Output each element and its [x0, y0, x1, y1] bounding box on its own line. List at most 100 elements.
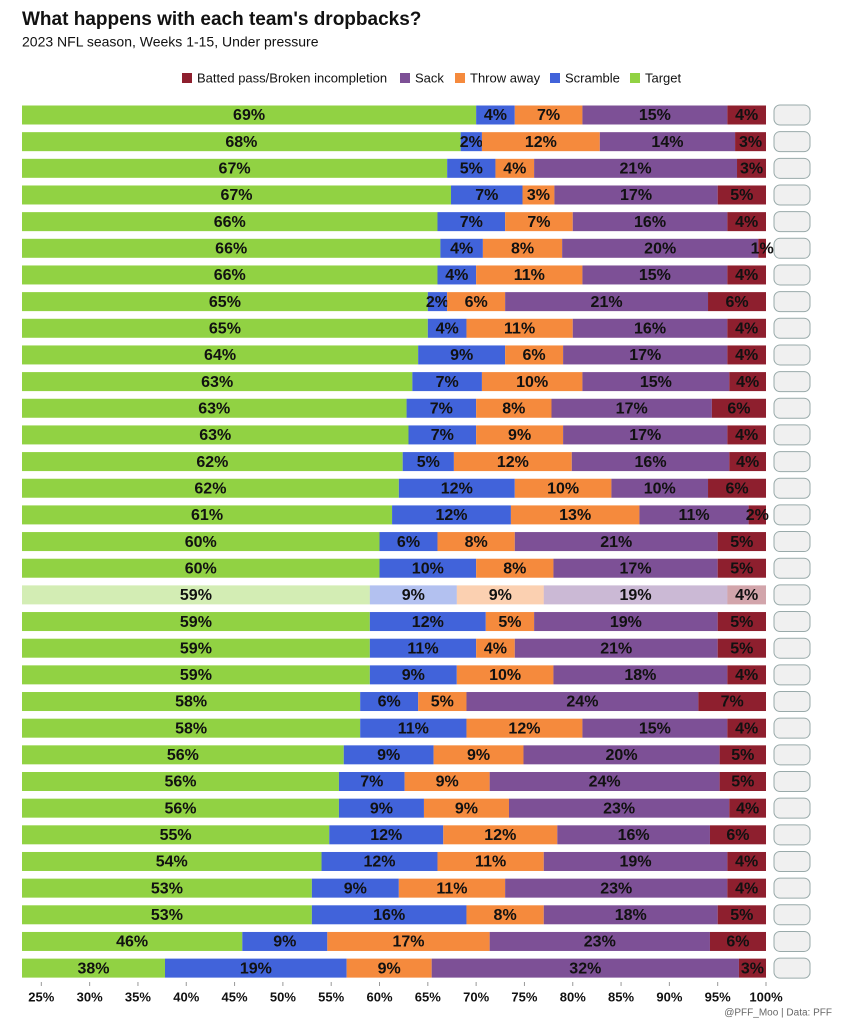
bar-segment	[22, 105, 477, 125]
data-label: 15%	[639, 107, 671, 124]
data-label: 4%	[484, 107, 507, 124]
bar-segment	[437, 851, 544, 871]
bar-segment	[437, 532, 515, 552]
data-label: 7%	[527, 214, 550, 231]
data-label: 11%	[504, 320, 535, 337]
bar-segment	[522, 185, 555, 205]
bar-segment	[369, 638, 477, 658]
bar-segment	[553, 558, 718, 578]
team-logo	[773, 157, 811, 179]
bar-segment	[582, 372, 730, 392]
bar-segment	[22, 851, 322, 871]
data-label: 59%	[180, 614, 212, 631]
bar-segment	[729, 452, 766, 472]
data-label: 6%	[726, 827, 749, 844]
data-label: 2%	[426, 294, 449, 311]
data-label: 10%	[516, 374, 548, 391]
data-label: 17%	[629, 347, 661, 364]
data-label: 4%	[735, 667, 758, 684]
data-label: 4%	[484, 640, 507, 657]
data-label: 7%	[475, 187, 498, 204]
data-label: 63%	[198, 400, 230, 417]
data-label: 5%	[417, 454, 440, 471]
data-label: 7%	[436, 374, 459, 391]
legend-swatch	[400, 73, 410, 83]
team-logo	[773, 264, 811, 286]
data-label: 9%	[508, 427, 531, 444]
bar-segment	[22, 772, 339, 791]
data-label: 5%	[431, 694, 454, 711]
data-label: 21%	[620, 161, 652, 178]
data-label: 16%	[634, 320, 666, 337]
data-label: 12%	[508, 720, 540, 737]
data-label: 18%	[624, 667, 656, 684]
bar-segment	[611, 478, 709, 498]
team-logo	[773, 211, 811, 233]
data-label: 4%	[735, 880, 758, 897]
team-logo	[773, 824, 811, 846]
bar-segment	[22, 958, 166, 978]
bar-segment	[22, 505, 393, 525]
data-label: 10%	[412, 560, 444, 577]
bar-segment	[329, 825, 444, 845]
data-label: 10%	[489, 667, 521, 684]
bar-segment	[534, 158, 738, 178]
bar-segment	[562, 238, 759, 258]
bar-segment	[346, 958, 432, 978]
x-tick-label: 85%	[608, 989, 634, 1004]
team-logo	[773, 504, 811, 526]
bar-segment	[22, 638, 370, 658]
bar-segment	[22, 532, 380, 552]
data-label: 15%	[640, 374, 672, 391]
data-label: 12%	[435, 507, 467, 524]
data-label: 68%	[225, 134, 257, 151]
team-logo	[773, 531, 811, 553]
bar-segment	[709, 825, 766, 845]
data-label: 17%	[629, 427, 661, 444]
data-label: 4%	[445, 267, 468, 284]
bar-segment	[727, 665, 766, 685]
legend-swatch	[455, 73, 465, 83]
bar-segment	[437, 265, 477, 285]
data-label: 67%	[220, 187, 252, 204]
data-label: 66%	[214, 214, 246, 231]
data-label: 24%	[589, 774, 621, 791]
data-label: 9%	[273, 934, 296, 951]
data-label: 6%	[725, 294, 748, 311]
team-logo	[773, 371, 811, 393]
data-label: 14%	[651, 134, 683, 151]
data-label: 55%	[160, 827, 192, 844]
team-logo	[773, 904, 811, 926]
team-logo	[773, 850, 811, 872]
data-label: 5%	[498, 614, 521, 631]
team-logo	[773, 317, 811, 339]
data-label: 53%	[151, 880, 183, 897]
bar-segment	[379, 532, 438, 552]
bar-segment	[599, 132, 736, 152]
legend-label: Target	[645, 70, 682, 85]
data-label: 56%	[164, 800, 196, 817]
bar-segment	[505, 878, 728, 898]
bar-segment	[551, 398, 712, 418]
data-label: 19%	[240, 960, 272, 977]
bar-segment	[717, 532, 766, 552]
bar-segment	[476, 425, 564, 445]
data-label: 4%	[735, 720, 758, 737]
bar-segment	[571, 452, 730, 472]
data-label: 9%	[402, 667, 425, 684]
bar-segment	[404, 772, 490, 791]
bar-segment	[443, 825, 558, 845]
bar-segment	[22, 265, 438, 285]
data-label: 46%	[116, 934, 148, 951]
team-logo	[773, 797, 811, 819]
legend-swatch	[550, 73, 560, 83]
data-label: 12%	[525, 134, 557, 151]
bar-segment	[708, 292, 766, 312]
bar-segment	[639, 505, 749, 525]
data-label: 65%	[209, 320, 241, 337]
bar-segment	[485, 612, 535, 632]
bar-segment	[22, 452, 403, 472]
data-label: 9%	[436, 774, 459, 791]
data-label: 4%	[450, 241, 473, 258]
data-label: 63%	[201, 374, 233, 391]
